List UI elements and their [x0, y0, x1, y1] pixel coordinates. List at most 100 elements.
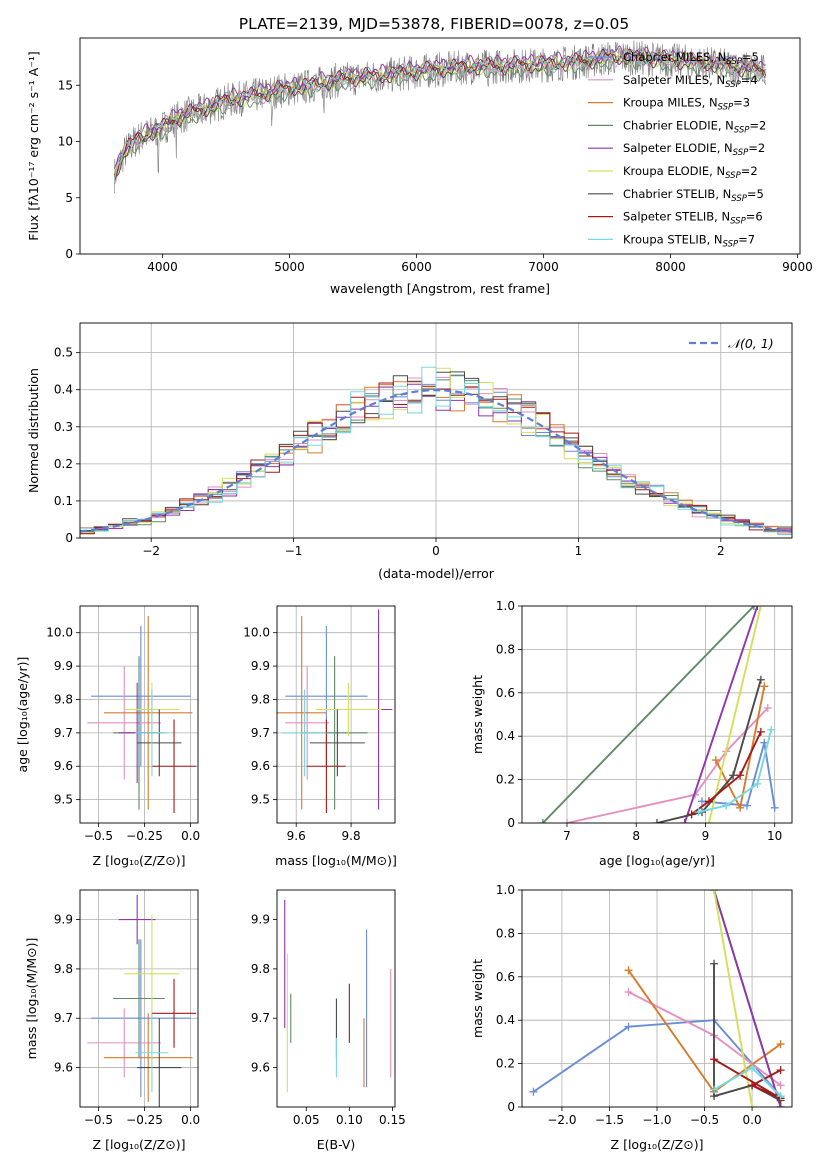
residuals-frame [79, 322, 793, 539]
weight-vs-Z-series-marker [624, 1022, 633, 1031]
age-vs-Z-xtick-label: −0.5 [84, 829, 113, 843]
mass-vs-EBV-xtick-label: 0.15 [379, 1113, 406, 1127]
mass-vs-EBV-axes: 0.05 0.10 0.15 9.6 9.7 9.8 9.9 E(B-V) [251, 889, 406, 1152]
age-vs-Z-ylabel: age [log₁₀(age/yr)] [15, 657, 30, 773]
residuals-ytick-label: 0.4 [54, 383, 73, 397]
mass-vs-Z-point [135, 1013, 169, 1093]
weight-vs-age-series-line [698, 729, 773, 814]
weight-vs-Z-series-marker [710, 1055, 719, 1064]
weight-vs-age-series-marker [756, 727, 765, 736]
spectrum-xlabel: wavelength [Angstrom, rest frame] [330, 281, 550, 296]
weight-vs-Z-ytick-label: 0.4 [496, 1013, 515, 1027]
weight-vs-Z-series-marker [624, 987, 633, 996]
age-vs-Z-xtick-label: −0.25 [126, 829, 163, 843]
residuals-plot [80, 366, 792, 536]
weight-vs-Z-plot [529, 890, 785, 1107]
panel-mass-vs-EBV: 0.05 0.10 0.15 9.6 9.7 9.8 9.9 E(B-V) [251, 889, 406, 1152]
weight-vs-age-series-marker [743, 801, 751, 810]
panel-residuals: −2 −1 0 1 2 0 0.1 0.2 0.3 0.4 0.5 𝒩(0, 1) (data-mode… [26, 322, 793, 581]
mass-vs-Z-point [137, 1018, 182, 1107]
weight-vs-Z-xlabel: Z [log₁₀(Z/Z⊙)] [611, 1137, 704, 1152]
weight-vs-Z-series-line [713, 1058, 782, 1100]
weight-vs-age-series-marker [694, 808, 703, 817]
weight-vs-age-series-marker [680, 819, 689, 823]
weight-vs-age-series-marker [687, 810, 696, 819]
weight-vs-age-ytick-label: 0.2 [496, 773, 515, 787]
weight-vs-Z-series-line [713, 963, 782, 1102]
mass-vs-EBV-plot [284, 899, 392, 1093]
weight-vs-age-xtick-label: 8 [632, 829, 640, 843]
mass-vs-EBV-ytick-label: 9.7 [251, 1011, 270, 1025]
spectrum-axes: 4000 5000 6000 7000 8000 9000 0 5 10 15 wavelength… [26, 37, 813, 296]
spectrum-xtick-label: 6000 [401, 260, 432, 274]
age-vs-mass-ytick-label: 9.7 [251, 726, 270, 740]
mass-vs-EBV-xlabel: E(B-V) [317, 1137, 356, 1152]
spectrum-ylabel: Flux [fλ10⁻¹⁷ erg cm⁻² s⁻¹ A⁻¹] [26, 51, 41, 240]
weight-vs-age-series-marker [736, 803, 745, 812]
legend-entry: Chabrier ELODIE, NSSP=2 [623, 118, 766, 135]
weight-vs-age-series-marker [698, 797, 706, 806]
panel-spectrum: 4000 5000 6000 7000 8000 9000 0 5 10 15 wavelength… [26, 37, 813, 296]
residuals-ytick-label: 0.1 [54, 494, 73, 508]
legend-entry: Kroupa ELODIE, NSSP=2 [623, 164, 758, 181]
weight-vs-Z-series-marker [776, 1066, 785, 1075]
weight-vs-Z-ytick-label: 1.0 [496, 883, 515, 897]
age-vs-Z-ytick-label: 10.0 [46, 626, 73, 640]
mass-vs-Z-axes: −0.5 −0.25 0.0 9.6 9.7 9.8 9.9 Z [log₁₀(Z/Z⊙)] m… [24, 889, 200, 1152]
spectrum-ytick-label: 15 [58, 78, 73, 92]
panel-weight-vs-age: 7 8 9 10 0 0.2 0.4 0.6 0.8 1.0 age [log₁₀(age/yr)]… [470, 599, 793, 868]
panel-age-vs-mass: 9.6 9.8 9.5 9.6 9.7 9.8 9.9 10.0 mass [log₁₀(M/M… [243, 605, 397, 868]
legend-entry: Salpeter STELIB, NSSP=6 [623, 210, 763, 227]
weight-vs-age-ytick-label: 0.6 [496, 686, 515, 700]
spectrum-ytick-label: 0 [65, 247, 73, 261]
mass-vs-Z-xtick-label: 0.0 [181, 1113, 200, 1127]
weight-vs-age-series-marker [704, 819, 713, 823]
spectrum-xtick-label: 4000 [147, 260, 178, 274]
weight-vs-Z-series-marker [748, 1063, 757, 1072]
mass-vs-Z-ylabel: mass [log₁₀(M/M⊙)] [24, 938, 39, 1060]
legend-entry: Salpeter MILES, NSSP=4 [623, 73, 758, 90]
mass-vs-EBV-xtick-label: 0.10 [336, 1113, 363, 1127]
age-vs-mass-point [282, 689, 327, 777]
weight-vs-Z-series-marker [748, 1081, 757, 1090]
weight-vs-age-series-marker [736, 771, 745, 780]
age-vs-Z-point [103, 616, 193, 810]
spectrum-model-line [113, 50, 766, 173]
residuals-xtick-label: 0 [432, 544, 440, 558]
weight-vs-age-series-marker [711, 756, 720, 765]
age-vs-mass-plot-area [277, 606, 395, 823]
age-vs-mass-point [277, 616, 327, 810]
weight-vs-age-series-line [701, 742, 776, 808]
weight-vs-age-series-line [683, 606, 759, 823]
age-vs-mass-ytick-label: 9.9 [251, 659, 270, 673]
weight-vs-Z-series-line [713, 890, 782, 1107]
residuals-axes: −2 −1 0 1 2 0 0.1 0.2 0.3 0.4 0.5 𝒩(0, 1) (data-mode… [26, 322, 793, 581]
panel-mass-vs-Z: −0.5 −0.25 0.0 9.6 9.7 9.8 9.9 Z [log₁₀(Z/Z⊙)] m… [24, 889, 200, 1152]
spectrum-frame [79, 37, 801, 255]
residual-ylabel: Normed distribution [26, 368, 41, 493]
weight-vs-age-ytick-label: 0 [507, 816, 515, 830]
weight-vs-Z-series-marker [748, 1103, 757, 1107]
age-vs-mass-ytick-label: 10.0 [243, 626, 270, 640]
legend-entry: Salpeter ELODIE, NSSP=2 [623, 141, 765, 158]
mass-vs-EBV-frame [276, 889, 396, 1108]
legend-entry: Chabrier MILES, NSSP=5 [623, 50, 759, 67]
legend-entry: Chabrier STELIB, NSSP=5 [623, 187, 764, 204]
weight-vs-Z-axes: −2.0 −1.5 −1.0 −0.5 0.0 0 0.2 0.4 0.6 0.8 1.0 Z [lo… [470, 883, 793, 1152]
spectrum-xtick-label: 9000 [782, 260, 813, 274]
weight-vs-age-ytick-label: 1.0 [496, 599, 515, 613]
age-vs-mass-plot [277, 609, 393, 813]
age-vs-mass-xtick-label: 9.8 [342, 829, 361, 843]
age-vs-mass-ytick-label: 9.5 [251, 793, 270, 807]
weight-vs-age-series-line [691, 731, 762, 816]
spectrum-model-line [113, 48, 766, 180]
age-vs-mass-ytick-label: 9.6 [251, 759, 270, 773]
legend-entry: Kroupa STELIB, NSSP=7 [623, 232, 755, 249]
mass-vs-Z-point [151, 978, 197, 1048]
spectrum-plot [113, 40, 767, 194]
mass-vs-Z-xtick-label: −0.25 [126, 1113, 163, 1127]
legend-entry: 𝒩(0, 1) [728, 336, 774, 351]
spectrum-xtick-label: 5000 [274, 260, 305, 274]
age-vs-Z-xtick-label: 0.0 [181, 829, 200, 843]
